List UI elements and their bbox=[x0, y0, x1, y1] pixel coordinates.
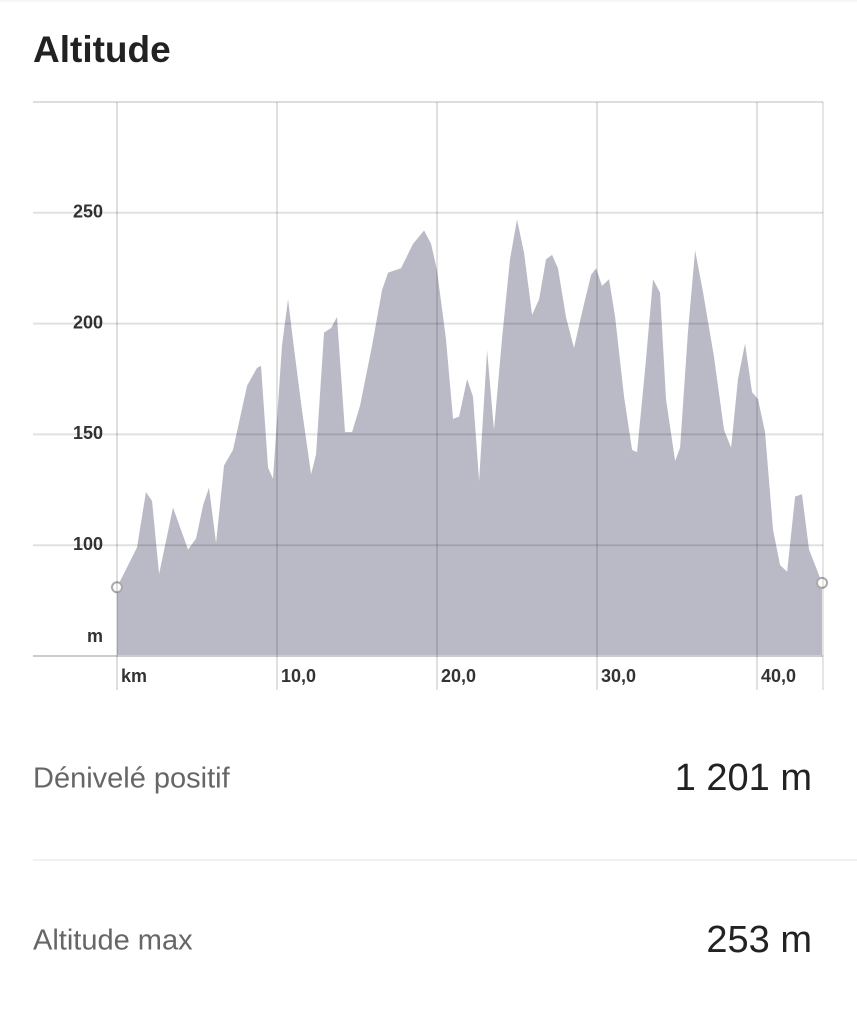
y-tick-label: 200 bbox=[73, 312, 103, 332]
stat-value: 253 m bbox=[706, 919, 812, 961]
y-tick-label: 100 bbox=[73, 534, 103, 554]
section-title: Altitude bbox=[33, 29, 171, 70]
x-tick-label: 10,0 bbox=[281, 666, 316, 686]
y-axis-label: m bbox=[87, 626, 103, 646]
x-axis-label: km bbox=[121, 666, 147, 686]
end-point bbox=[111, 581, 123, 594]
x-tick-label: 20,0 bbox=[441, 666, 476, 686]
altitude-area bbox=[117, 219, 822, 656]
end-point bbox=[816, 576, 828, 589]
x-tick-label: 30,0 bbox=[601, 666, 636, 686]
y-tick-label: 250 bbox=[73, 202, 103, 222]
y-tick-label: 150 bbox=[73, 423, 103, 443]
stat-value: 1 201 m bbox=[675, 757, 812, 799]
stat-label: Dénivelé positif bbox=[33, 763, 231, 795]
x-tick-label: 40,0 bbox=[761, 666, 796, 686]
stat-label: Altitude max bbox=[33, 925, 193, 957]
